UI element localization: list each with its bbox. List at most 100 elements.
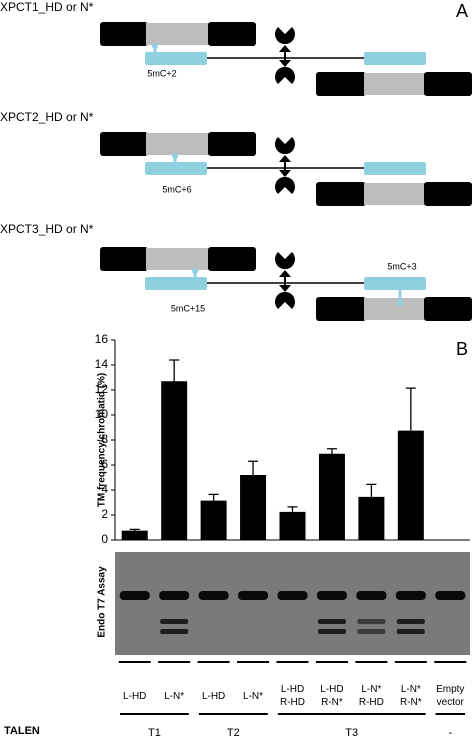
error-bar [248,460,259,475]
exon [208,22,256,46]
error-bar [366,483,377,497]
arrow-head [279,155,291,177]
construct-name: XPCT1_HD or N* [0,0,94,14]
spacer [364,183,426,205]
gel-band [357,629,386,634]
exon [100,22,148,46]
spacer [364,298,426,320]
annotation: 5mC+15 [171,303,205,313]
y-tick-label: 14 [95,357,109,371]
gel-band [396,629,425,634]
gel-band [119,591,150,600]
exon [424,72,472,96]
group-label: T2 [227,727,240,739]
spacer [146,248,210,270]
gel-band [238,591,269,600]
nuclease [275,137,295,155]
exon [208,132,256,156]
spacer [364,73,426,95]
arrow-head [279,270,291,292]
exon [316,297,366,321]
annotation: 5mC+3 [387,261,416,271]
bar [121,530,148,540]
stem-dot [152,43,158,49]
gel-band [357,619,386,624]
gel-band [395,591,426,600]
talen-arm [364,52,426,65]
gel-band [159,591,190,600]
stem-dot [172,153,178,159]
gel-band [356,591,387,600]
exon [100,132,148,156]
annotation: 5mC+6 [162,184,191,194]
panel-label: B [456,339,468,359]
bar [161,381,188,540]
gel-band [160,629,189,634]
stem-dot [397,300,403,306]
nuclease [275,252,295,270]
nuclease [275,27,295,45]
x-tick-label: L-HD [201,691,226,702]
gel-band [317,619,346,624]
bar [279,511,306,540]
exon [424,297,472,321]
group-label: - [448,727,452,739]
y-tick-label: 12 [95,382,109,396]
gel-band [160,619,189,624]
error-bar [326,448,337,454]
y-tick-label: 16 [95,332,109,346]
exon [100,247,148,271]
exon [424,182,472,206]
x-tick-label: L-HD R-N* [320,684,344,708]
talen-arm [145,277,207,290]
x-tick-label: L-HD [123,691,147,702]
y-tick-label: 10 [95,407,109,421]
bar [358,496,385,540]
group-label: T1 [148,727,161,739]
y-tick-label: 4 [101,482,108,496]
y-axis-label: TM frequency/chromatid (%) [97,373,108,507]
annotation: 5mC+2 [147,68,176,78]
gel-band [435,591,466,600]
gel-band [198,591,229,600]
x-tick-label: L-N* [243,691,264,702]
nuclease [275,66,295,84]
gel-band [277,591,308,600]
exon [316,72,366,96]
exon [208,247,256,271]
talen-arm [364,162,426,175]
error-bar [405,387,416,431]
gel-band [317,629,346,634]
error-bar [208,493,219,501]
x-tick-label: Empty vector [436,684,465,708]
y-tick-label: 8 [101,432,108,446]
construct-name: XPCT3_HD or N* [0,222,94,236]
spacer [146,133,210,155]
x-tick-label: L-N* [164,691,185,702]
arrow-head [279,45,291,67]
bar [397,430,424,540]
nuclease [275,291,295,309]
talen-arm [145,52,207,65]
x-tick-label: L-N* R-HD [358,684,384,708]
construct-name: XPCT2_HD or N* [0,110,94,124]
error-bar [169,359,180,382]
spacer [146,23,210,45]
x-tick-label: L-N* R-N* [399,684,422,708]
x-tick-label: L-HD R-HD [280,684,305,708]
error-bar [129,528,140,531]
y-tick-label: 6 [101,457,108,471]
y-tick-label: 0 [101,532,108,546]
gel [115,552,470,655]
y-tick-label: 2 [101,507,108,521]
error-bar [287,506,298,512]
gel-band [396,619,425,624]
bar [200,500,227,540]
talen-label: TALEN [4,725,40,737]
talen-arm [145,162,207,175]
bar [240,475,267,540]
panel-label: A [456,1,468,21]
bar [318,453,345,540]
